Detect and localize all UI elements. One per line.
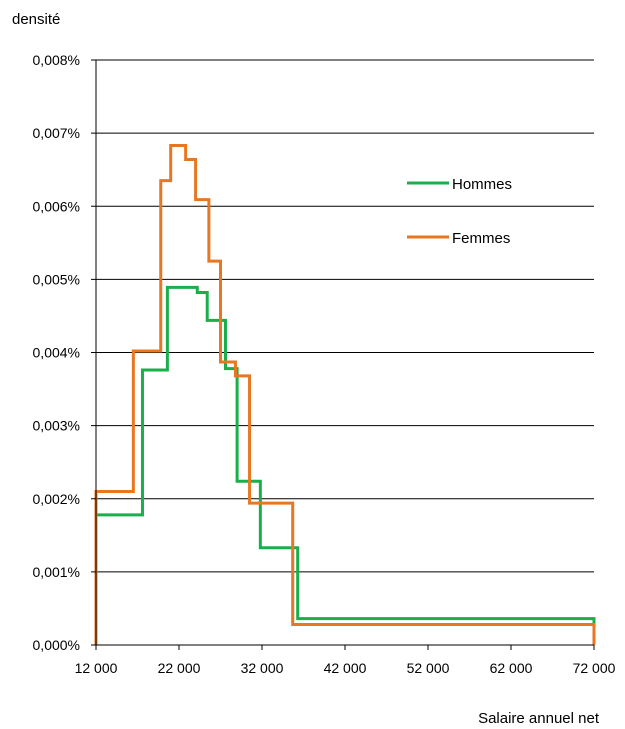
gridlines	[96, 59, 594, 646]
y-tick-label: 0,002%	[33, 491, 80, 507]
y-tick-labels: 0,000% 0,001% 0,002% 0,003% 0,004% 0,005% 0,00…	[33, 52, 80, 653]
x-tick-labels: 12 000 22 000 32 000 42 000 52 000 62 000 72 0…	[75, 660, 616, 676]
series-line-hommes	[94, 285, 596, 645]
x-axis-title: Salaire annuel net	[478, 710, 600, 727]
y-axis-title: densité	[12, 11, 60, 28]
x-tick-label: 12 000	[75, 660, 118, 676]
legend: Hommes Femmes	[407, 176, 512, 247]
x-tick-label: 42 000	[324, 660, 367, 676]
y-tick-label: 0,004%	[33, 345, 80, 361]
series-line-femmes	[94, 144, 596, 645]
legend-label-hommes: Hommes	[452, 176, 512, 193]
y-tick-label: 0,008%	[33, 52, 80, 68]
x-tick-label: 72 000	[573, 660, 616, 676]
y-tick-label: 0,001%	[33, 564, 80, 580]
series-layer	[94, 144, 596, 645]
x-tick-label: 52 000	[407, 660, 450, 676]
x-tick-label: 22 000	[158, 660, 201, 676]
x-tick-label: 62 000	[490, 660, 533, 676]
axes	[91, 59, 595, 650]
y-tick-label: 0,006%	[33, 198, 80, 214]
legend-label-femmes: Femmes	[452, 230, 510, 247]
y-tick-label: 0,007%	[33, 125, 80, 141]
y-tick-label: 0,000%	[33, 637, 80, 653]
x-tick-label: 32 000	[241, 660, 284, 676]
y-tick-label: 0,003%	[33, 418, 80, 434]
y-tick-label: 0,005%	[33, 271, 80, 287]
